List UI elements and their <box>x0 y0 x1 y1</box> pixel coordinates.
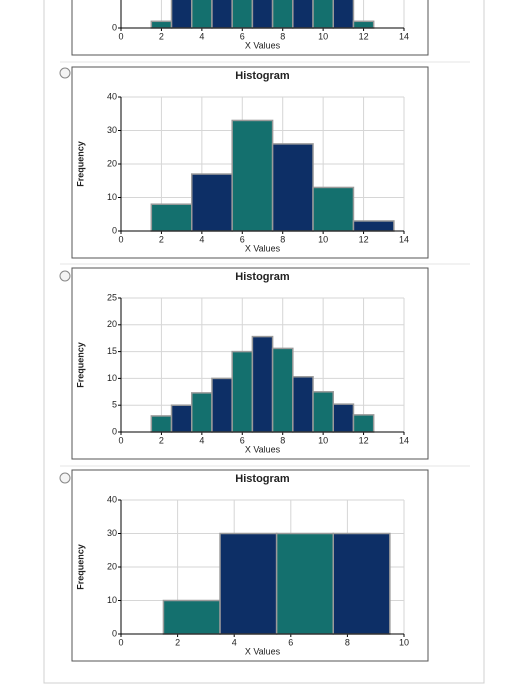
y-tick-label: 5 <box>112 400 117 410</box>
histogram-bar <box>271 347 294 433</box>
x-tick-label: 2 <box>159 435 164 445</box>
y-tick-label: 20 <box>107 319 117 329</box>
x-tick-label: 10 <box>318 234 328 244</box>
x-tick-label: 0 <box>118 234 123 244</box>
histogram-bar <box>251 0 274 29</box>
y-axis-label: Frequency <box>75 544 85 590</box>
histogram-bar <box>150 415 173 433</box>
histogram-bar <box>150 20 173 29</box>
y-tick-label: 30 <box>107 528 117 538</box>
y-tick-label: 20 <box>107 158 117 168</box>
y-tick-label: 10 <box>107 595 117 605</box>
x-tick-label: 8 <box>345 637 350 647</box>
y-tick-label: 40 <box>107 91 117 101</box>
histogram-bar <box>191 0 213 29</box>
x-tick-label: 14 <box>399 435 409 445</box>
histogram-bar <box>352 220 395 232</box>
x-tick-label: 4 <box>232 637 237 647</box>
radio-button[interactable] <box>59 67 71 79</box>
histogram-bar <box>292 376 314 433</box>
histogram-bar <box>191 173 233 232</box>
radio-button[interactable] <box>59 270 71 282</box>
histogram-bar <box>352 414 375 433</box>
y-tick-label: 20 <box>107 561 117 571</box>
histogram-bar <box>211 377 233 433</box>
histogram-bar <box>170 0 193 29</box>
x-tick-label: 0 <box>118 435 123 445</box>
x-tick-label: 10 <box>399 637 409 647</box>
y-tick-label: 10 <box>107 192 117 202</box>
x-tick-label: 6 <box>240 31 245 41</box>
x-tick-label: 0 <box>118 637 123 647</box>
x-tick-label: 12 <box>359 435 369 445</box>
x-tick-label: 6 <box>288 637 293 647</box>
histogram-bar <box>312 391 334 433</box>
x-axis-label: X Values <box>245 646 281 656</box>
x-tick-label: 8 <box>280 435 285 445</box>
x-tick-label: 12 <box>359 234 369 244</box>
chart-title: Histogram <box>235 70 290 82</box>
chart-title: Histogram <box>235 271 290 283</box>
x-tick-label: 6 <box>240 234 245 244</box>
histogram-bar <box>332 403 355 433</box>
x-tick-label: 2 <box>159 31 164 41</box>
x-tick-label: 8 <box>280 31 285 41</box>
x-tick-label: 0 <box>118 31 123 41</box>
y-tick-label: 0 <box>112 225 117 235</box>
histogram-bar <box>231 350 254 433</box>
histogram-bar <box>211 0 233 29</box>
y-tick-label: 40 <box>107 494 117 504</box>
histogram-bar <box>271 0 294 29</box>
histogram-bar <box>332 532 391 635</box>
y-tick-label: 15 <box>107 346 117 356</box>
x-tick-label: 4 <box>199 435 204 445</box>
histogram-bar <box>191 392 213 433</box>
y-tick-label: 0 <box>112 628 117 638</box>
x-tick-label: 2 <box>175 637 180 647</box>
histogram-bar <box>170 404 193 433</box>
x-axis-label: X Values <box>245 243 281 253</box>
chart-title: Histogram <box>235 473 290 485</box>
x-axis-label: X Values <box>245 40 281 50</box>
histogram-bar <box>292 0 314 29</box>
histogram-bar <box>162 599 221 635</box>
histogram-bar <box>271 143 314 232</box>
histogram-bar <box>150 203 193 232</box>
y-tick-label: 30 <box>107 125 117 135</box>
y-axis-label: Frequency <box>75 342 85 388</box>
x-tick-label: 12 <box>359 31 369 41</box>
x-tick-label: 4 <box>199 234 204 244</box>
histogram-bar <box>352 20 375 29</box>
y-axis-label: Frequency <box>75 141 85 187</box>
y-tick-label: 0 <box>112 22 117 32</box>
x-tick-label: 6 <box>240 435 245 445</box>
x-tick-label: 14 <box>399 31 409 41</box>
x-tick-label: 10 <box>318 435 328 445</box>
x-tick-label: 4 <box>199 31 204 41</box>
radio-button[interactable] <box>59 472 71 484</box>
x-tick-label: 14 <box>399 234 409 244</box>
histogram-bar <box>231 0 254 29</box>
x-tick-label: 10 <box>318 31 328 41</box>
x-axis-label: X Values <box>245 444 281 454</box>
histogram-bar <box>219 532 278 635</box>
y-tick-label: 0 <box>112 426 117 436</box>
histogram-bar <box>231 119 274 232</box>
x-tick-label: 8 <box>280 234 285 244</box>
histogram-bar <box>251 335 274 433</box>
histogram-bar <box>275 532 334 635</box>
histogram-bar <box>332 0 355 29</box>
histogram-bar <box>312 0 334 29</box>
x-tick-label: 2 <box>159 234 164 244</box>
y-tick-label: 25 <box>107 292 117 302</box>
histogram-bar <box>312 186 355 232</box>
y-tick-label: 10 <box>107 373 117 383</box>
